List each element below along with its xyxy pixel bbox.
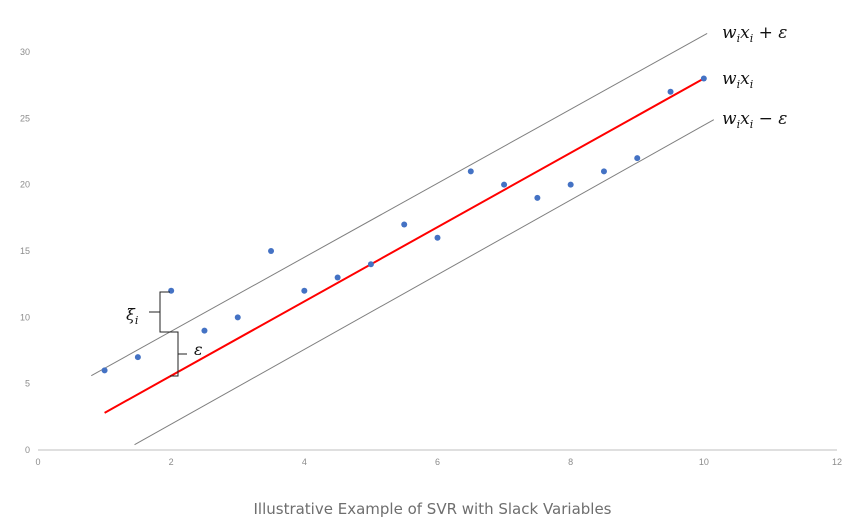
x-tick-label: 10 [699, 457, 709, 467]
data-point [334, 274, 341, 281]
data-point [434, 234, 441, 241]
x-tick-label: 8 [568, 457, 573, 467]
data-point [567, 181, 574, 188]
data-point [268, 248, 275, 254]
chart-caption: Illustrative Example of SVR with Slack V… [253, 500, 612, 518]
lower-margin-line [134, 119, 715, 446]
data-point [634, 155, 641, 162]
data-point [700, 75, 707, 82]
xi-label: ξi [126, 305, 138, 327]
tick-labels: 0 2 4 6 8 10 12 0 5 10 15 20 25 30 [20, 47, 842, 467]
svr-chart: 0 2 4 6 8 10 12 0 5 10 15 20 25 30 wixi + ε wixi wixi… [20, 23, 842, 467]
data-point [134, 354, 141, 361]
data-point [101, 367, 108, 374]
y-tick-label: 25 [20, 113, 30, 123]
data-point [234, 314, 241, 321]
fit-line [104, 77, 705, 414]
data-point [534, 194, 541, 201]
data-point [168, 287, 175, 294]
data-point [467, 168, 474, 175]
x-tick-label: 4 [302, 457, 307, 467]
lower-margin-label: wixi − ε [722, 109, 787, 131]
data-point [600, 168, 607, 175]
regression-lines [91, 32, 715, 446]
upper-margin-line [91, 32, 708, 377]
x-tick-label: 12 [832, 457, 842, 467]
data-point [201, 327, 208, 334]
data-point [501, 181, 508, 188]
upper-margin-label: wixi + ε [722, 23, 787, 45]
epsilon-label: ε [194, 340, 203, 359]
y-tick-label: 20 [20, 180, 30, 190]
data-point [401, 221, 408, 228]
equation-labels: wixi + ε wixi wixi − ε ξi ε [126, 23, 787, 359]
x-tick-label: 6 [435, 457, 440, 467]
slack-brackets [149, 291, 187, 377]
x-tick-label: 0 [35, 457, 40, 467]
y-tick-label: 10 [20, 312, 30, 322]
data-point [667, 88, 674, 95]
y-tick-label: 5 [25, 379, 30, 389]
epsilon-bracket [170, 331, 187, 377]
xi-bracket [149, 291, 170, 333]
y-tick-label: 30 [20, 47, 30, 57]
y-tick-label: 0 [25, 445, 30, 455]
fit-line-label: wixi [722, 69, 753, 91]
data-points [101, 75, 707, 374]
y-tick-label: 15 [20, 246, 30, 256]
data-point [367, 261, 374, 268]
data-point [301, 287, 308, 294]
x-tick-label: 2 [169, 457, 174, 467]
